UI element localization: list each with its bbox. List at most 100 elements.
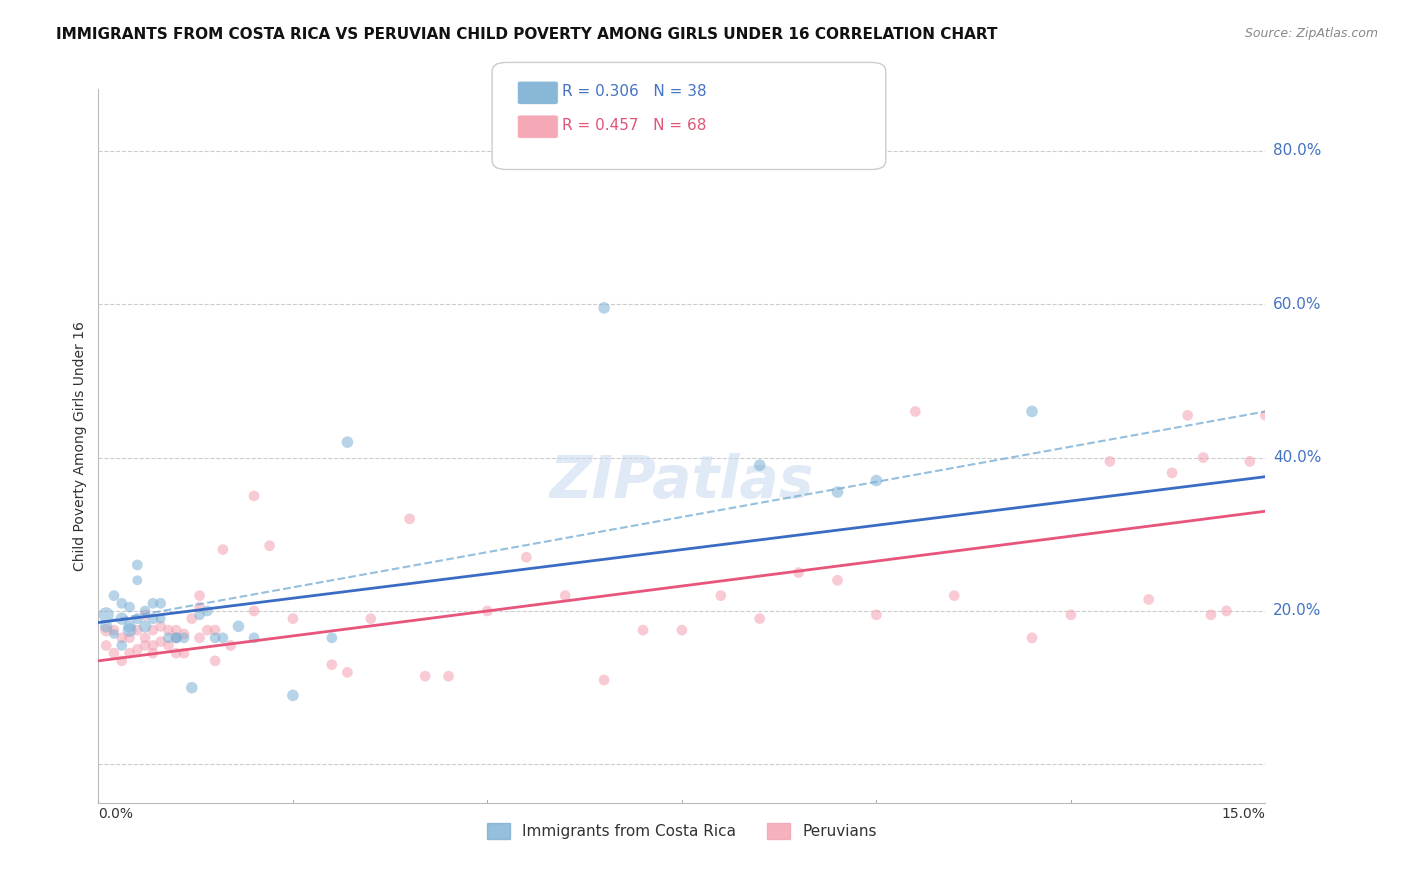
Point [1021, 404, 1043, 418]
Point [188, 631, 211, 645]
Point [243, 604, 266, 618]
Point [134, 631, 156, 645]
Point [165, 631, 187, 645]
Point [188, 589, 211, 603]
Point [103, 646, 125, 660]
Point [336, 435, 359, 450]
Point [165, 623, 187, 637]
Point [477, 604, 499, 618]
Point [398, 512, 420, 526]
Text: ZIPatlas: ZIPatlas [550, 453, 814, 510]
Point [118, 600, 141, 615]
Point [103, 589, 125, 603]
Point [188, 607, 211, 622]
Point [149, 612, 172, 626]
Point [127, 574, 149, 588]
Point [1177, 409, 1199, 423]
Point [1060, 607, 1083, 622]
Point [103, 627, 125, 641]
Point [1098, 454, 1121, 468]
Text: 0.0%: 0.0% [98, 806, 134, 821]
Point [631, 623, 654, 637]
Point [593, 301, 616, 315]
Point [173, 646, 195, 660]
Point [180, 612, 202, 626]
Y-axis label: Child Poverty Among Girls Under 16: Child Poverty Among Girls Under 16 [73, 321, 87, 571]
Text: Source: ZipAtlas.com: Source: ZipAtlas.com [1244, 27, 1378, 40]
Point [96, 607, 118, 622]
Point [710, 589, 733, 603]
Point [360, 612, 382, 626]
Point [127, 642, 149, 657]
Point [827, 574, 849, 588]
Point [149, 619, 172, 633]
Point [204, 631, 226, 645]
Point [149, 634, 172, 648]
Point [1254, 409, 1277, 423]
Point [157, 631, 180, 645]
Point [204, 623, 226, 637]
Point [134, 604, 156, 618]
Point [219, 639, 242, 653]
Text: 15.0%: 15.0% [1222, 806, 1265, 821]
Point [157, 623, 180, 637]
Point [111, 654, 134, 668]
Point [134, 607, 156, 622]
Point [195, 604, 218, 618]
Point [118, 619, 141, 633]
Point [165, 631, 187, 645]
Point [118, 623, 141, 637]
Point [134, 639, 156, 653]
Text: 40.0%: 40.0% [1274, 450, 1322, 465]
Point [228, 619, 250, 633]
Point [281, 612, 304, 626]
Point [593, 673, 616, 687]
Point [748, 612, 770, 626]
Point [127, 612, 149, 626]
Text: R = 0.457   N = 68: R = 0.457 N = 68 [562, 119, 707, 133]
Point [157, 639, 180, 653]
Point [173, 627, 195, 641]
Point [142, 623, 165, 637]
Point [321, 657, 343, 672]
Point [142, 639, 165, 653]
Point [165, 646, 187, 660]
Point [787, 566, 810, 580]
Point [96, 639, 118, 653]
Point [1239, 454, 1261, 468]
Text: IMMIGRANTS FROM COSTA RICA VS PERUVIAN CHILD POVERTY AMONG GIRLS UNDER 16 CORREL: IMMIGRANTS FROM COSTA RICA VS PERUVIAN C… [56, 27, 998, 42]
Point [165, 631, 187, 645]
Point [118, 646, 141, 660]
Legend: Immigrants from Costa Rica, Peruvians: Immigrants from Costa Rica, Peruvians [481, 817, 883, 845]
Point [127, 623, 149, 637]
Point [865, 607, 887, 622]
Point [111, 612, 134, 626]
Point [321, 631, 343, 645]
Point [118, 631, 141, 645]
Point [188, 600, 211, 615]
Point [1137, 592, 1160, 607]
Point [904, 404, 927, 418]
Point [103, 623, 125, 637]
Point [111, 639, 134, 653]
Point [413, 669, 436, 683]
Point [336, 665, 359, 680]
Text: 80.0%: 80.0% [1274, 143, 1322, 158]
Point [96, 623, 118, 637]
Point [111, 631, 134, 645]
Point [259, 539, 281, 553]
Point [748, 458, 770, 473]
Point [943, 589, 966, 603]
Text: 20.0%: 20.0% [1274, 604, 1322, 618]
Point [1199, 607, 1222, 622]
Point [515, 550, 537, 565]
Point [111, 596, 134, 610]
Point [173, 631, 195, 645]
Point [134, 619, 156, 633]
Point [1161, 466, 1184, 480]
Point [96, 619, 118, 633]
Text: 60.0%: 60.0% [1274, 296, 1322, 311]
Point [1215, 604, 1237, 618]
Point [212, 542, 235, 557]
Point [827, 485, 849, 500]
